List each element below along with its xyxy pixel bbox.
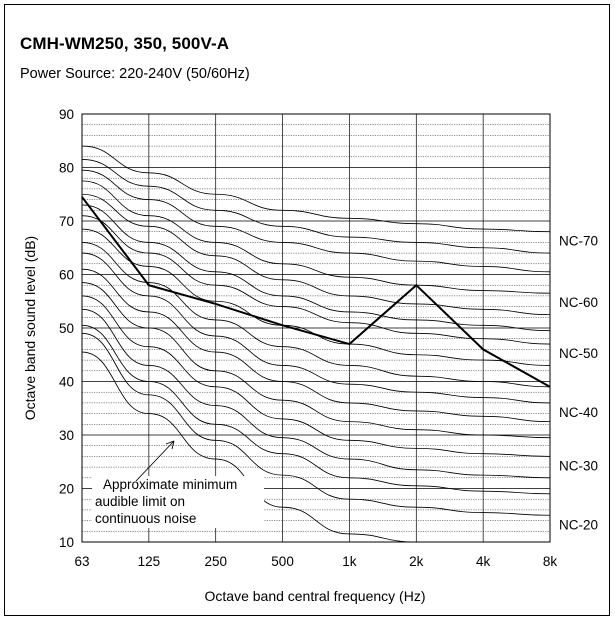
chart-subtitle: Power Source: 220-240V (50/60Hz) [20,66,250,82]
annotation-box [92,476,264,528]
y-tick-label: 80 [59,161,74,176]
y-tick-labels: 10 20 30 40 50 60 70 80 90 [59,107,74,550]
annotation-line-1: Approximate minimum [103,477,237,492]
y-tick-label: 50 [59,321,74,336]
x-axis-label: Octave band central frequency (Hz) [205,588,426,604]
annotation-arrowhead [165,440,175,450]
y-tick-label: 40 [59,375,74,390]
nc-curve [82,241,550,388]
nc-label-bg [553,345,607,363]
annotation-line-3: continuous noise [95,511,196,526]
minor-gridlines [82,124,550,532]
nc-curve-nc-50 [82,215,550,345]
nc-label: NC-20 [559,517,598,532]
y-tick-label: 70 [59,214,74,229]
annotation-line-2: audible limit on [95,494,185,509]
chart-title: CMH-WM250, 350, 500V-A [20,34,230,53]
x-tick-label: 1k [342,554,357,569]
measured-line [81,196,551,388]
x-tick-label: 63 [74,554,89,569]
nc-label: NC-40 [559,405,598,420]
nc-curve [82,169,550,273]
nc-curve [82,308,550,479]
x-tick-labels: 63 125 250 500 1k 2k 4k 8k [74,554,557,569]
y-tick-label: 10 [59,535,74,550]
nc-curve-nc-20 [82,332,550,516]
y-tick-label: 90 [59,107,74,122]
annotation-arrow [135,440,175,482]
nc-label: NC-60 [559,295,598,310]
nc-curves [82,145,550,542]
nc-curve [82,204,550,332]
y-tick-label: 60 [59,268,74,283]
nc-curve-labels: NC-70 NC-60 NC-50 NC-40 NC-30 NC-20 [553,232,607,534]
nc-curve [82,324,550,495]
chart-frame [4,4,610,616]
nc-label-bg [553,403,607,421]
nc-label: NC-70 [559,234,598,249]
measured-series [81,196,551,388]
nc-curve [82,159,550,254]
nc-curve [82,193,550,316]
x-tick-label: 250 [204,554,227,569]
x-tick-label: 500 [271,554,294,569]
major-gridlines [82,114,550,542]
nc-label-bg [553,516,607,534]
x-tick-label: 8k [543,554,558,569]
nc-label-bg [553,294,607,312]
y-tick-label: 20 [59,482,74,497]
nc-curve [82,228,550,366]
nc-curve-nc-60 [82,180,550,294]
nc-curve-nc-70 [82,145,550,233]
y-tick-label: 30 [59,428,74,443]
x-tick-label: 2k [409,554,424,569]
nc-curve [82,268,550,423]
x-tick-label: 125 [138,554,161,569]
nc-curve [82,282,550,439]
nc-label-bg [553,457,607,475]
y-axis-label: Octave band sound level (dB) [22,236,38,420]
nc-label-bg [553,232,607,250]
nc-curve-nc-30 [82,295,550,457]
nc-label: NC-50 [559,346,598,361]
x-tick-label: 4k [476,554,491,569]
nc-label: NC-30 [559,458,598,473]
nc-curve [82,351,550,542]
nc-curve-nc-40 [82,252,550,404]
plot-border [81,113,551,543]
